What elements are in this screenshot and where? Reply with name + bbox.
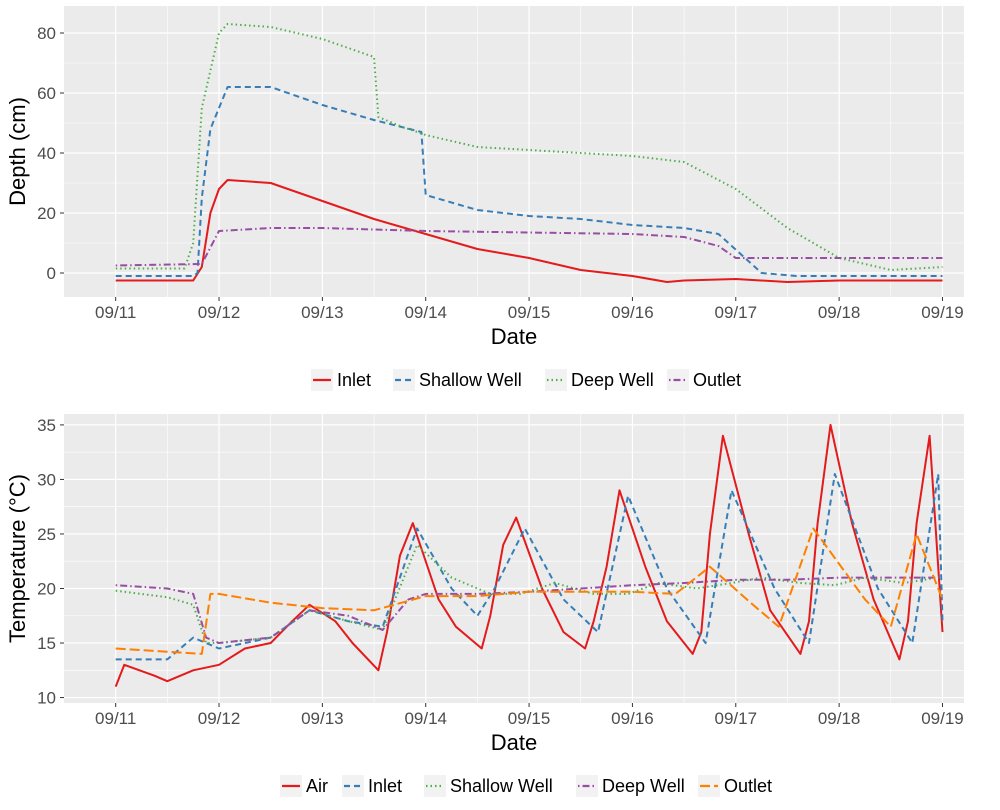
y-tick-label: 10 — [37, 689, 56, 708]
x-tick-label: 09/12 — [198, 303, 241, 322]
legend-label: Inlet — [368, 776, 402, 796]
legend-item-deep-well: Deep Well — [545, 369, 654, 391]
y-tick-label: 20 — [37, 579, 56, 598]
y-tick-label: 30 — [37, 470, 56, 489]
y-tick-label: 15 — [37, 634, 56, 653]
legend-label: Air — [306, 776, 328, 796]
x-tick-label: 09/12 — [198, 709, 241, 728]
legend-label: Shallow Well — [419, 370, 522, 390]
x-tick-label: 09/18 — [818, 709, 861, 728]
x-axis-title: Date — [491, 324, 537, 349]
x-tick-label: 09/11 — [95, 303, 136, 322]
legend-label: Inlet — [337, 370, 371, 390]
legend-item-deep-well: Deep Well — [576, 775, 685, 797]
legend-key-background — [393, 369, 415, 391]
legend-label: Deep Well — [571, 370, 654, 390]
x-tick-label: 09/16 — [611, 709, 654, 728]
legend-key-background — [342, 775, 364, 797]
plot-background — [64, 6, 964, 297]
y-tick-label: 80 — [37, 24, 56, 43]
series-line-outlet — [115, 527, 944, 655]
legend-label: Outlet — [693, 370, 741, 390]
legend: Air Inlet Shallow Well Deep Well Outlet — [280, 775, 772, 797]
legend: Inlet Shallow Well Deep Well Outlet — [311, 369, 741, 391]
depth-panel: 09/11 09/12 09/13 09/14 09/15 09/16 09/17 09/18… — [5, 6, 964, 391]
legend-item-inlet: Inlet — [311, 369, 371, 391]
series-line-deep-well — [115, 576, 943, 644]
x-axis-title: Date — [491, 730, 537, 755]
x-tick-label: 09/14 — [404, 709, 447, 728]
x-tick-label: 09/19 — [921, 303, 964, 322]
y-tick-label: 20 — [37, 204, 56, 223]
y-tick-label: 40 — [37, 144, 56, 163]
x-tick-label: 09/14 — [404, 303, 447, 322]
x-tick-label: 09/16 — [611, 303, 654, 322]
x-tick-label: 09/11 — [95, 709, 136, 728]
x-tick-label: 09/17 — [714, 709, 757, 728]
x-tick-label: 09/18 — [818, 303, 861, 322]
legend-item-outlet: Outlet — [698, 775, 772, 797]
y-axis-title: Depth (cm) — [5, 97, 30, 206]
x-tick-label: 09/13 — [301, 709, 344, 728]
legend-label: Shallow Well — [450, 776, 553, 796]
series-line-inlet — [115, 179, 943, 283]
series-line-shallow-well — [115, 86, 943, 277]
temperature-panel: 09/11 09/12 09/13 09/14 09/15 09/16 09/17 09/18… — [5, 414, 964, 797]
x-tick-label: 09/15 — [508, 709, 551, 728]
legend-item-shallow-well: Shallow Well — [424, 775, 553, 797]
y-tick-label: 60 — [37, 84, 56, 103]
y-tick-label: 35 — [37, 416, 56, 435]
y-axis-title: Temperature (°C) — [5, 474, 30, 643]
series-line-outlet — [115, 227, 943, 267]
legend-label: Outlet — [724, 776, 772, 796]
legend-item-inlet: Inlet — [342, 775, 402, 797]
x-tick-label: 09/17 — [714, 303, 757, 322]
legend-label: Deep Well — [602, 776, 685, 796]
y-tick-label: 25 — [37, 525, 56, 544]
x-tick-label: 09/19 — [921, 709, 964, 728]
legend-item-shallow-well: Shallow Well — [393, 369, 522, 391]
x-tick-label: 09/15 — [508, 303, 551, 322]
x-tick-label: 09/13 — [301, 303, 344, 322]
legend-item-outlet: Outlet — [667, 369, 741, 391]
y-tick-label: 0 — [47, 264, 56, 283]
plot-background — [64, 414, 964, 703]
legend-item-air: Air — [280, 775, 328, 797]
